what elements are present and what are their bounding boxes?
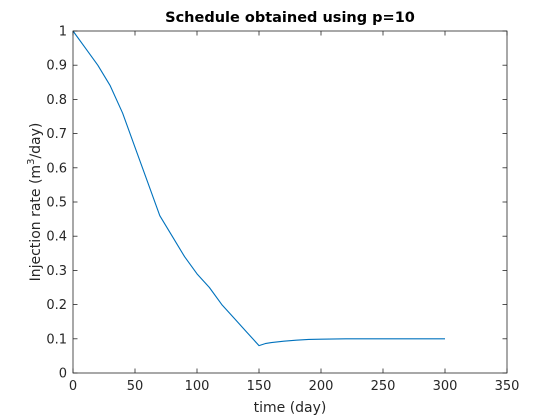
x-tick-label: 50 xyxy=(127,379,144,394)
x-tick-label: 0 xyxy=(69,379,77,394)
x-tick-label: 100 xyxy=(185,379,210,394)
y-tick-label: 1 xyxy=(59,25,67,40)
y-tick-label: 0 xyxy=(59,367,67,382)
chart-title: Schedule obtained using p=10 xyxy=(165,10,415,26)
x-tick-label: 350 xyxy=(495,379,520,394)
y-axis-label-unit: /day) xyxy=(28,123,44,159)
x-tick-label: 150 xyxy=(247,379,272,394)
plot-area xyxy=(73,31,507,373)
y-axis-label-superscript: 3 xyxy=(26,159,37,165)
y-axis-label-text: Injection rate (m xyxy=(28,165,44,281)
y-tick-label: 0.6 xyxy=(46,161,67,176)
y-tick-label: 0.7 xyxy=(46,127,67,142)
y-tick-label: 0.2 xyxy=(46,298,67,313)
x-tick-label: 250 xyxy=(371,379,396,394)
x-tick-label: 300 xyxy=(433,379,458,394)
axes-box xyxy=(72,30,508,374)
tick-layer: 0 50 100 150 200 250 300 350 0 0.1 0.2 0.3 0.4 0.5 0.6… xyxy=(46,25,519,395)
y-tick-label: 0.1 xyxy=(46,332,67,347)
series-line xyxy=(72,30,445,347)
series-layer xyxy=(72,30,445,347)
y-tick-label: 0.5 xyxy=(46,196,67,211)
y-axis-label: Injection rate (m3/day) xyxy=(26,123,44,282)
y-tick-label: 0.3 xyxy=(46,264,67,279)
y-tick-label: 0.4 xyxy=(46,230,67,245)
x-axis-label: time (day) xyxy=(254,400,327,416)
y-tick-label: 0.8 xyxy=(46,93,67,108)
x-tick-label: 200 xyxy=(309,379,334,394)
y-tick-label: 0.9 xyxy=(46,59,67,74)
